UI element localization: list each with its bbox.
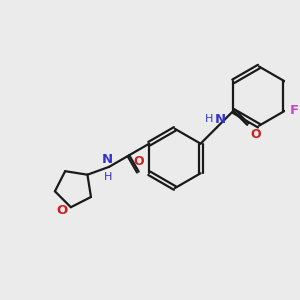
Text: H: H <box>205 115 213 124</box>
Text: H: H <box>103 172 112 182</box>
Text: N: N <box>102 153 113 166</box>
Text: F: F <box>290 104 299 117</box>
Text: N: N <box>215 113 226 126</box>
Text: O: O <box>134 155 144 168</box>
Text: O: O <box>56 203 68 217</box>
Text: O: O <box>250 128 261 141</box>
